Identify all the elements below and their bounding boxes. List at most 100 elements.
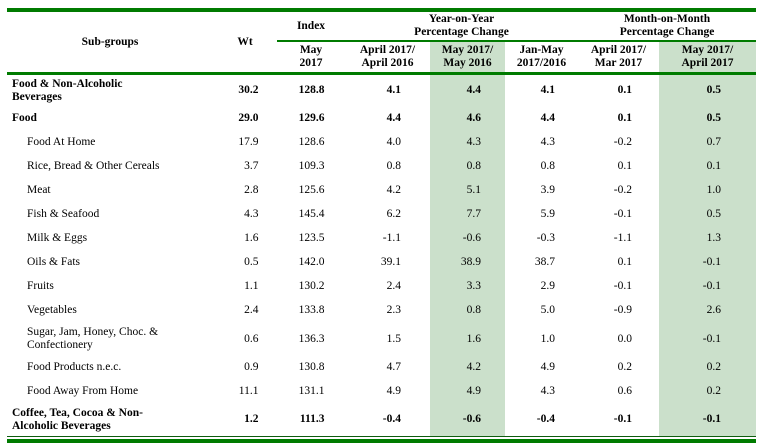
subgroup-name-cell: Coffee, Tea, Cocoa & Non- Alcoholic Beve… (7, 403, 213, 437)
table-row: Food At Home 17.9 128.6 4.0 4.3 4.3 -0.2… (7, 130, 757, 155)
index-value: 109.3 (298, 160, 325, 172)
yoy-janmay-value: 3.9 (540, 184, 555, 196)
yoy-may-value: 4.6 (466, 112, 481, 124)
mom-may-value: 0.1 (706, 160, 721, 172)
table-row: Food 29.0 129.6 4.4 4.6 4.4 0.1 0.5 (7, 106, 757, 131)
subgroup-name-cell: Food & Non-Alcoholic Beverages (12, 77, 123, 103)
subgroup-name-cell: Fruits (27, 280, 54, 292)
yoy-may-value: 7.7 (466, 208, 481, 220)
mom-may-value: -0.1 (702, 332, 721, 345)
wt-cell: 29.0 (213, 107, 277, 131)
mom-may-value: 2.6 (706, 304, 721, 316)
yoy-may17-may16-cell: 3.3 (430, 274, 505, 299)
subgroup-name-cell: Food (12, 112, 37, 124)
subgroup-name-cell: Food Away From Home (27, 385, 139, 397)
index-value: 145.4 (298, 208, 325, 220)
index-may2017-cell: 130.8 (277, 356, 345, 380)
mom-apr-value: -0.1 (613, 208, 632, 220)
index-value: 142.0 (298, 256, 325, 268)
mom-may-value: -0.1 (702, 413, 721, 426)
yoy-janmay-value: 4.3 (540, 385, 555, 397)
col-header-index-may-2017: May 2017 (277, 41, 345, 75)
table-row: Fish & Seafood 4.3 145.4 6.2 7.7 5.9 -0.… (7, 202, 757, 227)
yoy-apr17-apr16-cell: 6.2 (345, 203, 430, 227)
col-header-mom-group: Month-on-Month Percentage Change (578, 10, 757, 42)
index-may2017-cell: 130.2 (277, 275, 345, 299)
index-may2017-cell: 136.3 (277, 323, 345, 356)
yoy-apr17-apr16-cell: -0.4 (345, 403, 430, 437)
wt-cell: 0.9 (213, 356, 277, 380)
mom-may17-apr17-cell: 2.6 (659, 298, 757, 323)
yoy-may-value: 1.6 (466, 332, 481, 345)
table-row: Food Away From Home 11.1 131.1 4.9 4.9 4… (7, 379, 757, 404)
table-row: Oils & Fats 0.5 142.0 39.1 38.9 38.7 0.1… (7, 250, 757, 275)
index-may2017-cell: 142.0 (277, 251, 345, 275)
yoy-may17-may16-cell: 0.8 (430, 298, 505, 323)
yoy-may17-may16-cell: 5.1 (430, 178, 505, 203)
mom-apr17-mar17-cell: -0.2 (578, 179, 659, 203)
subgroup-name-cell: Milk & Eggs (27, 232, 88, 244)
mom-may-value: 1.3 (706, 232, 721, 244)
yoy-apr-value: 1.5 (386, 332, 401, 345)
index-value: 136.3 (298, 332, 325, 345)
wt-cell: 1.2 (213, 403, 277, 437)
table-row: Coffee, Tea, Cocoa & Non- Alcoholic Beve… (7, 403, 757, 437)
yoy-apr17-apr16-cell: 4.7 (345, 356, 430, 380)
index-may2017-cell: 145.4 (277, 203, 345, 227)
yoy-apr17-apr16-cell: 4.9 (345, 380, 430, 404)
yoy-may-value: -0.6 (462, 413, 481, 426)
yoy-apr17-apr16-cell: 4.0 (345, 131, 430, 155)
wt-cell: 3.7 (213, 155, 277, 179)
yoy-janmay-cell: 4.4 (505, 107, 578, 131)
yoy-may-value: 3.3 (466, 280, 481, 292)
yoy-may-value: 5.1 (466, 184, 481, 196)
subgroup-name-cell: Meat (27, 184, 51, 196)
index-may2017-cell: 129.6 (277, 107, 345, 131)
mom-apr-value: -0.1 (613, 413, 632, 426)
yoy-janmay-cell: 0.8 (505, 155, 578, 179)
mom-apr17-mar17-cell: 0.1 (578, 251, 659, 275)
mom-may-value: 1.0 (706, 184, 721, 196)
mom-may-value: 0.2 (706, 361, 721, 373)
yoy-janmay-value: 5.0 (540, 304, 555, 316)
col-header-index-group: Index (277, 10, 345, 42)
yoy-apr17-apr16-cell: 4.2 (345, 179, 430, 203)
mom-apr17-mar17-cell: 0.2 (578, 356, 659, 380)
table-bottom-rule (7, 439, 756, 443)
table-row: Food Products n.e.c. 0.9 130.8 4.7 4.2 4… (7, 355, 757, 380)
mom-may-value: 0.2 (706, 385, 721, 397)
yoy-apr-value: 2.4 (386, 280, 401, 292)
yoy-janmay-cell: -0.3 (505, 227, 578, 251)
mom-may-value: 0.5 (706, 208, 721, 220)
yoy-janmay-value: 4.4 (540, 112, 555, 124)
table-row: Fruits 1.1 130.2 2.4 3.3 2.9 -0.1 -0.1 (7, 274, 757, 299)
yoy-apr-value: 4.0 (386, 136, 401, 148)
mom-may-value: 0.7 (706, 136, 721, 148)
yoy-apr-value: 6.2 (386, 208, 401, 220)
index-value: 130.2 (298, 280, 325, 292)
yoy-apr-value: -0.4 (382, 413, 401, 426)
wt-value: 1.6 (244, 232, 259, 244)
yoy-janmay-cell: 38.7 (505, 251, 578, 275)
index-may2017-cell: 128.8 (277, 74, 345, 107)
yoy-may17-may16-cell: 4.2 (430, 355, 505, 380)
wt-cell: 30.2 (213, 74, 277, 107)
yoy-apr17-apr16-cell: 0.8 (345, 155, 430, 179)
index-value: 133.8 (298, 304, 325, 316)
mom-apr-value: 0.1 (617, 160, 632, 172)
col-header-wt: Wt (213, 10, 277, 75)
yoy-may-value: 38.9 (460, 256, 481, 268)
yoy-apr17-apr16-cell: 2.3 (345, 299, 430, 323)
subgroup-name-cell: Oils & Fats (27, 256, 81, 268)
table-row: Meat 2.8 125.6 4.2 5.1 3.9 -0.2 1.0 (7, 178, 757, 203)
yoy-apr-value: 4.2 (386, 184, 401, 196)
yoy-may17-may16-cell: 4.3 (430, 130, 505, 155)
yoy-janmay-value: 4.3 (540, 136, 555, 148)
index-value: 128.6 (298, 136, 325, 148)
yoy-apr-value: 39.1 (380, 256, 401, 268)
yoy-janmay-value: 2.9 (540, 280, 555, 292)
yoy-janmay-cell: 4.1 (505, 74, 578, 107)
mom-apr-value: -0.9 (613, 304, 632, 316)
mom-apr17-mar17-cell: -0.1 (578, 203, 659, 227)
